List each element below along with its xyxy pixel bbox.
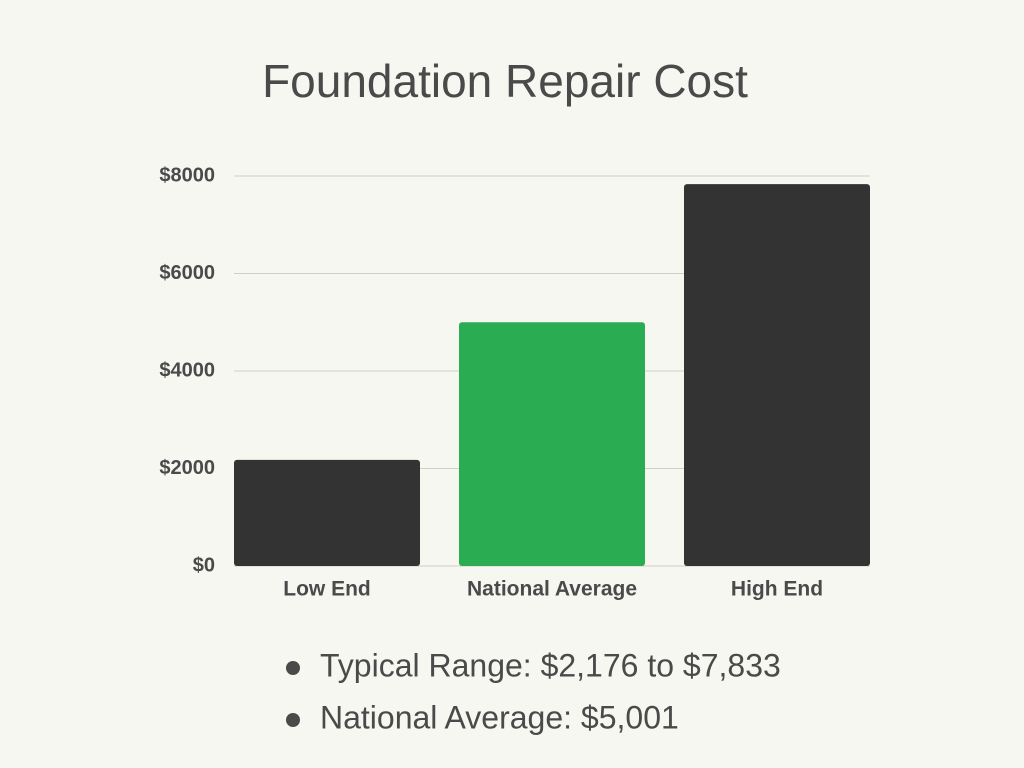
y-tick-label: $4000 xyxy=(159,359,215,381)
bar xyxy=(459,322,645,566)
y-tick-label: $6000 xyxy=(159,262,215,284)
bullet xyxy=(286,713,300,727)
bar xyxy=(234,459,420,566)
note: National Average: $5,001 xyxy=(320,699,679,735)
y-tick-label: $8000 xyxy=(159,164,215,186)
x-tick-label: National Average xyxy=(467,578,637,601)
bullet xyxy=(286,661,300,675)
x-tick-label: Low End xyxy=(283,578,371,601)
bar xyxy=(684,184,870,567)
y-tick-label: $0 xyxy=(193,554,215,576)
x-tick-label: High End xyxy=(731,578,823,601)
chart-title: Foundation Repair Cost xyxy=(262,55,748,107)
y-tick-label: $2000 xyxy=(159,457,215,479)
note: Typical Range: $2,176 to $7,833 xyxy=(320,647,781,683)
